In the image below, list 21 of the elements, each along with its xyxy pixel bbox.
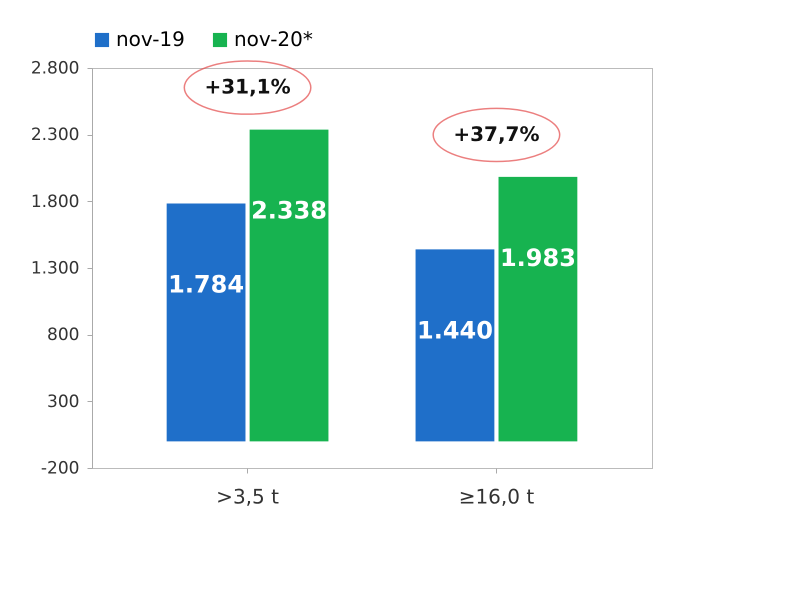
bar: [416, 249, 494, 442]
data-label: 1.983: [500, 244, 576, 272]
bar: [166, 203, 246, 442]
annotation: +31,1%: [204, 74, 291, 99]
bar: [498, 176, 578, 442]
y-tick-label: 1.300: [30, 258, 80, 278]
legend-label: nov-20*: [234, 27, 313, 51]
y-tick-label: 800: [47, 325, 80, 346]
y-tick-label: 2.300: [30, 125, 80, 146]
y-tick-label: -200: [40, 458, 80, 478]
data-label: 1.784: [168, 270, 244, 298]
x-tick-label: ≥16,0 t: [458, 484, 534, 508]
legend-label: nov-19: [116, 27, 185, 51]
y-tick-label: 1.800: [30, 192, 80, 212]
x-tick-label: >3,5 t: [216, 484, 280, 508]
y-tick-label: 2.800: [30, 58, 80, 78]
data-label: 2.338: [251, 196, 327, 225]
annotation: +37,7%: [453, 122, 540, 146]
bar: [250, 130, 328, 442]
data-label: 1.440: [417, 316, 493, 344]
y-tick-label: 300: [47, 392, 80, 412]
